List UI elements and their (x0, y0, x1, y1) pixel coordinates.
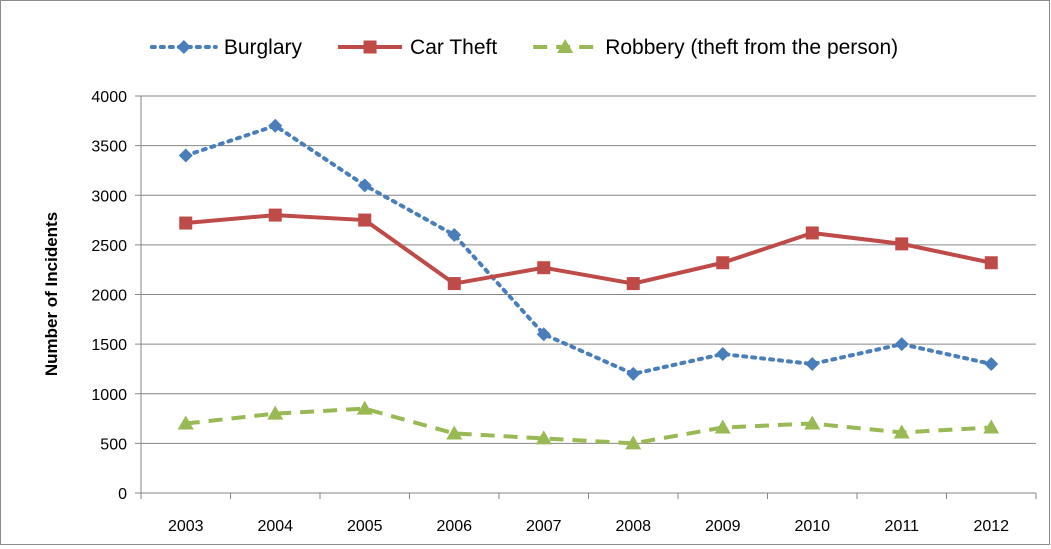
data-point-robbery-theft-from-the-person (893, 424, 910, 439)
data-point-car-theft (268, 208, 282, 222)
data-point-robbery-theft-from-the-person (714, 419, 731, 434)
data-point-robbery-theft-from-the-person (267, 405, 284, 420)
y-axis: 0 500 1000 1500 2000 2500 3000 3500 4000 (91, 89, 142, 503)
x-tick-label: 2008 (615, 518, 651, 535)
legend-label: Burglary (224, 36, 303, 59)
x-tick-label: 2006 (436, 518, 472, 535)
y-tick-label: 2000 (91, 288, 127, 305)
x-tick-label: 2010 (794, 518, 830, 535)
data-point-car-theft (447, 277, 461, 291)
x-tick-label: 2005 (347, 518, 383, 535)
x-tick-label: 2004 (257, 518, 293, 535)
legend-marker-robbery-theft-from-the-person (557, 39, 574, 53)
data-point-burglary (805, 356, 820, 371)
data-point-car-theft (358, 213, 372, 227)
legend-item-burglary: Burglary (149, 36, 303, 59)
gridlines (141, 95, 1036, 444)
y-tick-label: 3000 (91, 188, 127, 205)
legend-marker-burglary (176, 40, 191, 54)
legend-marker-car-theft (363, 40, 377, 54)
data-point-burglary (447, 227, 462, 242)
data-point-robbery-theft-from-the-person (535, 430, 552, 445)
data-point-burglary (178, 148, 193, 163)
y-tick-label: 2500 (91, 238, 127, 255)
y-tick-label: 3500 (91, 139, 127, 156)
data-point-car-theft (179, 216, 193, 230)
data-point-burglary (536, 327, 551, 342)
y-tick-label: 4000 (91, 89, 127, 106)
legend-label: Car Theft (410, 36, 497, 59)
legend: Burglary Car Theft Robbery (theft from the… (149, 36, 898, 59)
legend-item-robbery-theft-from-the-person: Robbery (theft from the person) (533, 36, 898, 59)
data-point-burglary (626, 366, 641, 381)
y-tick-label: 0 (118, 486, 127, 503)
data-point-robbery-theft-from-the-person (625, 435, 642, 450)
data-point-robbery-theft-from-the-person (983, 419, 1000, 434)
data-point-burglary (984, 356, 999, 371)
series-burglary (178, 118, 999, 381)
x-axis: 2003 2004 2005 2006 2007 2008 2009 2010 2011 2012 (140, 492, 1037, 535)
data-point-burglary (357, 178, 372, 193)
data-point-burglary (268, 118, 283, 133)
series-line-burglary (183, 123, 994, 376)
data-point-car-theft (716, 256, 730, 270)
data-point-car-theft (895, 237, 909, 251)
y-axis-title: Number of Incidents (42, 212, 61, 376)
series-robbery-theft-from-the-person (177, 400, 1000, 450)
data-point-robbery-theft-from-the-person (446, 425, 463, 440)
series-line-car-theft (185, 213, 992, 286)
legend-label: Robbery (theft from the person) (605, 36, 898, 59)
series-car-theft (179, 208, 998, 291)
y-tick-label: 500 (100, 436, 127, 453)
series-layer (177, 118, 1000, 450)
x-tick-label: 2009 (705, 518, 741, 535)
y-tick-label: 1000 (91, 387, 127, 404)
data-point-burglary (715, 347, 730, 362)
x-tick-label: 2007 (526, 518, 562, 535)
data-point-robbery-theft-from-the-person (356, 400, 373, 415)
x-tick-label: 2012 (973, 518, 1009, 535)
series-line-robbery-theft-from-the-person (185, 406, 992, 446)
data-point-car-theft (537, 261, 551, 275)
data-point-car-theft (984, 256, 998, 270)
data-point-burglary (894, 337, 909, 352)
legend-item-car-theft: Car Theft (338, 36, 497, 59)
x-tick-label: 2011 (885, 518, 920, 535)
data-point-robbery-theft-from-the-person (177, 415, 194, 430)
data-point-car-theft (626, 277, 640, 291)
x-tick-label: 2003 (168, 518, 204, 535)
y-tick-label: 1500 (91, 337, 127, 354)
data-point-robbery-theft-from-the-person (804, 415, 821, 430)
data-point-car-theft (805, 226, 819, 240)
